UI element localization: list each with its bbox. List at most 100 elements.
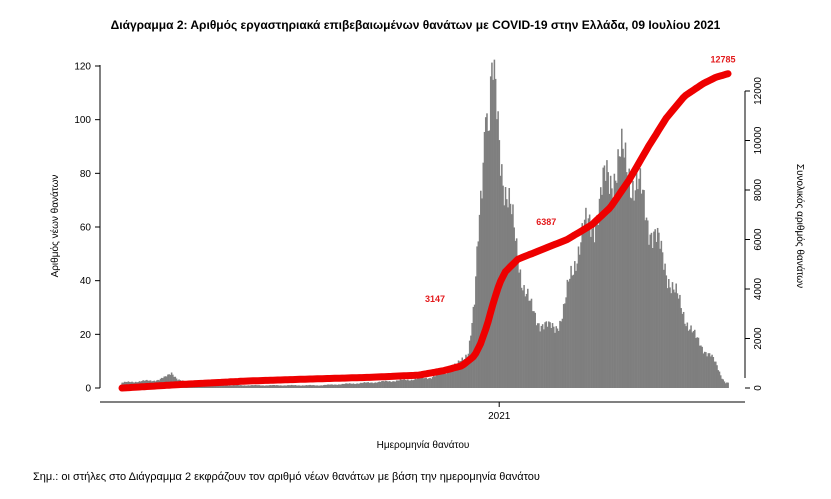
daily-deaths-bar: [353, 383, 356, 388]
daily-deaths-bar: [205, 385, 208, 388]
daily-deaths-bar: [423, 378, 425, 388]
daily-deaths-bar: [381, 381, 383, 388]
daily-deaths-bar: [536, 323, 539, 388]
daily-deaths-bar: [222, 385, 225, 388]
daily-deaths-bar: [628, 168, 630, 388]
daily-deaths-bar: [623, 157, 626, 388]
daily-deaths-bar: [656, 227, 659, 388]
daily-deaths-bar: [703, 351, 706, 388]
daily-deaths-bar: [548, 321, 550, 388]
daily-deaths-bar: [301, 385, 304, 388]
daily-deaths-bar: [554, 332, 556, 388]
daily-deaths-bar: [224, 385, 226, 388]
daily-deaths-bar: [450, 368, 452, 388]
daily-deaths-bar: [303, 385, 305, 388]
daily-deaths-bar: [387, 381, 389, 388]
daily-deaths-bar: [722, 379, 724, 388]
daily-deaths-bar: [583, 219, 586, 388]
daily-deaths-bar: [618, 156, 621, 388]
daily-deaths-bar: [546, 326, 549, 388]
daily-deaths-bar: [523, 285, 525, 388]
daily-deaths-bar: [409, 380, 412, 388]
daily-deaths-bar: [676, 293, 679, 388]
daily-deaths-bar: [254, 384, 257, 388]
daily-deaths-bar: [513, 227, 515, 388]
daily-deaths-bar: [382, 380, 384, 388]
daily-deaths-bar: [341, 383, 344, 388]
daily-deaths-bar: [442, 372, 445, 388]
daily-deaths-bar: [671, 282, 674, 388]
daily-deaths-bar: [428, 378, 430, 388]
daily-deaths-bar: [541, 324, 544, 388]
daily-deaths-bar: [483, 131, 486, 388]
daily-deaths-bar: [215, 385, 217, 388]
daily-deaths-bar: [233, 385, 236, 388]
daily-deaths-bar: [702, 353, 705, 388]
daily-deaths-bar: [390, 382, 393, 388]
daily-deaths-bar: [480, 190, 482, 388]
daily-deaths-bar: [243, 385, 246, 388]
daily-deaths-bar: [665, 275, 668, 388]
daily-deaths-bar: [257, 385, 259, 388]
daily-deaths-bar: [574, 261, 576, 388]
daily-deaths-bar: [625, 172, 628, 388]
daily-deaths-bar: [392, 381, 394, 388]
daily-deaths-bar: [236, 384, 238, 388]
daily-deaths-bar: [566, 279, 569, 388]
daily-deaths-bar: [299, 385, 302, 388]
daily-deaths-bar: [431, 377, 434, 388]
daily-deaths-bar: [256, 385, 258, 388]
daily-deaths-bar: [635, 170, 638, 388]
daily-deaths-bar: [476, 246, 478, 388]
daily-deaths-bar: [230, 385, 232, 388]
daily-deaths-bar: [268, 385, 271, 388]
daily-deaths-bar: [399, 379, 402, 388]
daily-deaths-bar: [634, 190, 637, 388]
daily-deaths-bar: [300, 385, 303, 388]
daily-deaths-bar: [507, 207, 509, 388]
daily-deaths-bar: [504, 187, 507, 388]
daily-deaths-bar: [258, 385, 261, 388]
daily-deaths-bar: [493, 59, 496, 388]
daily-deaths-bar: [425, 377, 428, 388]
daily-deaths-bar: [405, 380, 408, 388]
y-axis-right-title: Συνολικός αριθμός θανάτων: [794, 164, 806, 288]
daily-deaths-bar: [698, 345, 701, 388]
daily-deaths-bar: [251, 385, 253, 388]
daily-deaths-bar: [614, 180, 617, 388]
daily-deaths-bar: [378, 381, 381, 388]
daily-deaths-bar: [677, 298, 680, 388]
daily-deaths-bar: [351, 383, 353, 388]
daily-deaths-bar: [280, 385, 283, 388]
daily-deaths-bar: [489, 76, 492, 388]
daily-deaths-bar: [263, 385, 266, 388]
daily-deaths-bar: [648, 244, 650, 388]
daily-deaths-bar: [696, 337, 698, 388]
daily-deaths-bar: [436, 373, 439, 388]
daily-deaths-bar: [294, 385, 297, 388]
daily-deaths-bar: [650, 232, 653, 388]
daily-deaths-bar: [395, 380, 398, 388]
daily-deaths-bar: [335, 384, 337, 388]
daily-deaths-bar: [661, 252, 664, 388]
daily-deaths-bar: [326, 384, 329, 388]
daily-deaths-bar: [645, 217, 648, 388]
daily-deaths-bar: [369, 382, 372, 388]
daily-deaths-bar: [445, 374, 447, 388]
daily-deaths-bar: [492, 79, 494, 389]
daily-deaths-bar: [446, 371, 449, 388]
daily-deaths-bar: [481, 198, 483, 388]
daily-deaths-bar: [525, 293, 528, 388]
daily-deaths-bar: [486, 113, 488, 388]
daily-deaths-bar: [220, 385, 222, 388]
daily-deaths-bar: [562, 304, 565, 388]
daily-deaths-bar: [639, 168, 642, 388]
daily-deaths-bar: [282, 385, 284, 388]
daily-deaths-bar: [491, 62, 493, 389]
daily-deaths-bar: [366, 382, 368, 388]
daily-deaths-bar: [245, 385, 247, 388]
daily-deaths-bar: [689, 329, 691, 388]
daily-deaths-bar: [586, 225, 588, 388]
daily-deaths-bar: [675, 283, 677, 388]
daily-deaths-bar: [681, 313, 684, 388]
